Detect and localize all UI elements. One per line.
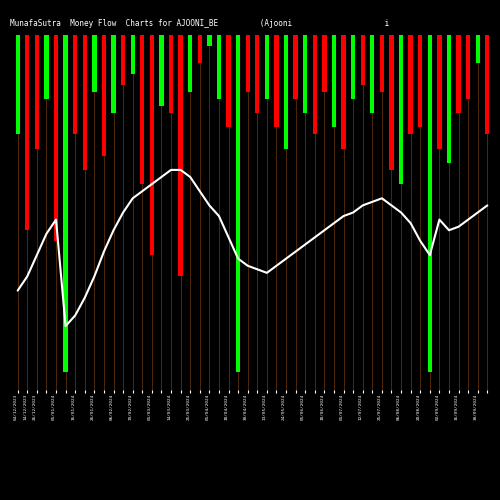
Bar: [399, 35, 403, 184]
Bar: [264, 35, 269, 99]
Bar: [16, 35, 20, 134]
Bar: [456, 35, 460, 113]
Bar: [82, 35, 87, 170]
Text: MunafaSutra  Money Flow  Charts for AJOONI_BE         (Ajooni                   : MunafaSutra Money Flow Charts for AJOONI…: [10, 19, 389, 28]
Bar: [246, 35, 250, 92]
Bar: [130, 35, 135, 74]
Bar: [438, 35, 442, 148]
Bar: [294, 35, 298, 99]
Bar: [73, 35, 78, 134]
Bar: [217, 35, 221, 99]
Bar: [25, 35, 29, 230]
Bar: [169, 35, 173, 113]
Bar: [64, 35, 68, 372]
Bar: [342, 35, 345, 148]
Bar: [322, 35, 326, 92]
Bar: [447, 35, 451, 163]
Bar: [418, 35, 422, 128]
Bar: [380, 35, 384, 92]
Bar: [226, 35, 230, 128]
Bar: [92, 35, 96, 92]
Bar: [188, 35, 192, 92]
Bar: [140, 35, 144, 184]
Bar: [274, 35, 278, 128]
Bar: [476, 35, 480, 64]
Bar: [284, 35, 288, 148]
Bar: [198, 35, 202, 64]
Bar: [303, 35, 308, 113]
Bar: [54, 35, 58, 241]
Bar: [150, 35, 154, 255]
Bar: [178, 35, 183, 276]
Bar: [236, 35, 240, 372]
Bar: [121, 35, 126, 84]
Bar: [160, 35, 164, 106]
Bar: [485, 35, 490, 134]
Bar: [332, 35, 336, 128]
Bar: [312, 35, 317, 134]
Bar: [428, 35, 432, 372]
Bar: [112, 35, 116, 113]
Bar: [255, 35, 260, 113]
Bar: [390, 35, 394, 170]
Bar: [466, 35, 470, 99]
Bar: [408, 35, 413, 134]
Bar: [44, 35, 48, 99]
Bar: [360, 35, 365, 84]
Bar: [370, 35, 374, 113]
Bar: [102, 35, 106, 156]
Bar: [351, 35, 356, 99]
Bar: [207, 35, 212, 45]
Bar: [34, 35, 39, 148]
